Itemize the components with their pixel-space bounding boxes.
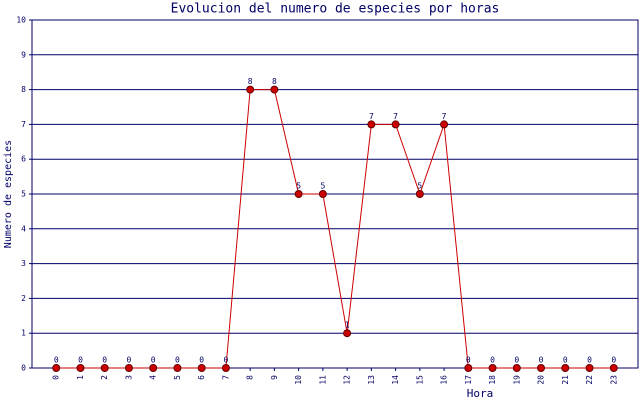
data-label: 0 (587, 356, 592, 365)
y-axis-label: Numero de especies (3, 140, 14, 248)
x-tick-label: 12 (343, 375, 352, 385)
chart-title: Evolucion del numero de especies por hor… (171, 2, 500, 17)
x-tick-label: 2 (100, 375, 109, 380)
x-tick-label: 5 (173, 375, 182, 380)
x-tick-label: 4 (149, 375, 158, 380)
data-label: 0 (539, 356, 544, 365)
data-label: 0 (127, 356, 132, 365)
data-point (52, 364, 61, 372)
data-point (76, 364, 85, 372)
y-tick-label: 8 (21, 85, 26, 94)
data-point (343, 329, 352, 338)
data-point (464, 364, 473, 372)
x-tick-label: 17 (464, 375, 473, 385)
x-tick-label: 16 (440, 375, 449, 385)
data-point (173, 364, 182, 372)
x-tick-label: 18 (488, 375, 497, 385)
data-point (100, 364, 109, 372)
data-point (585, 364, 594, 372)
y-tick-label: 0 (21, 364, 26, 373)
data-label: 0 (54, 356, 59, 365)
y-tick-label: 1 (21, 329, 26, 338)
x-tick-label: 0 (52, 375, 61, 380)
data-label: 5 (320, 182, 325, 191)
data-point (221, 364, 230, 372)
y-tick-label: 2 (21, 294, 26, 303)
x-tick-label: 21 (561, 375, 570, 385)
x-tick-label: 6 (197, 375, 206, 380)
data-point (609, 364, 618, 372)
x-tick-label: 15 (415, 375, 424, 385)
data-point (537, 364, 546, 372)
data-label: 0 (466, 356, 471, 365)
data-label: 7 (393, 112, 398, 121)
data-point (512, 364, 521, 372)
data-label: 0 (199, 356, 204, 365)
x-tick-label: 10 (294, 375, 303, 385)
data-label: 1 (345, 321, 350, 330)
data-label: 0 (78, 356, 83, 365)
x-tick-label: 3 (124, 375, 133, 380)
x-axis-label: Hora (467, 387, 494, 400)
data-label: 0 (175, 356, 180, 365)
x-tick-label: 8 (246, 375, 255, 380)
data-point (197, 364, 206, 372)
data-label: 0 (102, 356, 107, 365)
data-point (561, 364, 570, 372)
data-point (270, 85, 279, 94)
x-tick-label: 11 (318, 375, 327, 385)
data-label: 0 (514, 356, 519, 365)
data-label: 0 (563, 356, 568, 365)
data-point (415, 190, 424, 198)
y-tick-label: 4 (21, 224, 26, 233)
data-point (440, 120, 449, 129)
data-label: 0 (224, 356, 229, 365)
data-point (488, 364, 497, 372)
data-label: 7 (442, 112, 447, 121)
data-label: 0 (490, 356, 495, 365)
y-tick-label: 3 (21, 259, 26, 268)
data-label: 0 (611, 356, 616, 365)
data-point (294, 190, 303, 198)
data-label: 7 (369, 112, 374, 121)
data-label: 8 (272, 77, 277, 86)
data-point (318, 190, 327, 198)
x-tick-label: 1 (76, 375, 85, 380)
y-tick-label: 9 (21, 50, 26, 59)
data-point (149, 364, 158, 372)
y-tick-label: 7 (21, 120, 26, 129)
x-tick-label: 22 (585, 375, 594, 385)
y-tick-label: 5 (21, 190, 26, 199)
x-tick-label: 20 (537, 375, 546, 385)
data-label: 8 (248, 77, 253, 86)
x-tick-label: 14 (391, 375, 400, 385)
x-tick-label: 9 (270, 375, 279, 380)
data-point (367, 120, 376, 129)
y-tick-label: 6 (21, 155, 26, 164)
data-label: 5 (417, 182, 422, 191)
data-label: 0 (151, 356, 156, 365)
data-point (391, 120, 400, 129)
x-tick-label: 13 (367, 375, 376, 385)
x-tick-label: 7 (221, 375, 230, 380)
data-point (124, 364, 133, 372)
x-tick-label: 19 (512, 375, 521, 385)
x-tick-label: 23 (609, 375, 618, 385)
data-label: 5 (296, 182, 301, 191)
data-point (246, 85, 255, 94)
y-tick-label: 10 (16, 16, 26, 25)
series-line (56, 89, 614, 369)
